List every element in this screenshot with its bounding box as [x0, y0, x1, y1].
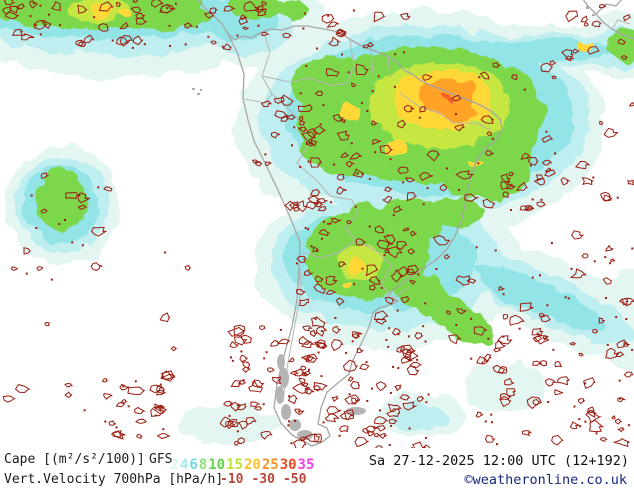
vertical-velocity-contours	[2, 0, 634, 452]
cape-scale-value: 4	[179, 457, 189, 473]
cape-scale-value: 8	[198, 457, 208, 473]
cape-scale-value: 30	[279, 457, 297, 473]
vv-threshold-value: -10	[220, 472, 244, 487]
country-borders	[244, 19, 631, 403]
islands	[192, 6, 595, 95]
copyright: ©weatheronline.co.uk	[464, 472, 627, 488]
cape-scale-value: 6	[189, 457, 198, 473]
vert-velocity-label: Vert.Velocity 700hPa [hPa/h]	[4, 472, 224, 487]
vert-velocity-values: -10 -30 -50	[220, 472, 314, 487]
cape-shaded-field	[0, 0, 634, 445]
cape-scale-value: 25	[261, 457, 279, 473]
cape-label: Cape [(m²/s²/100)]	[4, 452, 145, 467]
cape-color-scale: 2468101520253035	[170, 457, 315, 473]
cape-scale-value: 35	[297, 457, 315, 473]
cape-scale-value: 10	[208, 457, 226, 473]
vv-threshold-value: -50	[282, 472, 307, 487]
vv-threshold-value: -30	[251, 472, 275, 487]
south-america-cape-map	[0, 0, 634, 452]
cape-scale-value: 20	[243, 457, 261, 473]
model-label: GFS	[149, 452, 173, 467]
map-area	[0, 0, 634, 452]
forecast-timestamp: Sa 27-12-2025 12:00 UTC (12+192)	[368, 453, 629, 469]
legend-bar: Cape [(m²/s²/100)] GFS 2468101520253035 …	[0, 448, 634, 490]
cape-scale-value: 15	[226, 457, 243, 473]
cape-scale-value: 2	[170, 457, 179, 473]
